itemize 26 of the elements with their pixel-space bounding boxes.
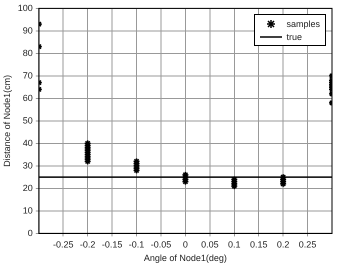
y-tick-label: 50 [22,115,33,126]
x-tick-label: -0.2 [80,239,96,250]
y-tick-label: 10 [22,205,33,216]
y-tick-label: 100 [18,2,33,13]
y-tick-label: 60 [22,92,33,103]
x-tick-label: 0 [182,239,188,250]
legend-label: true [286,32,302,42]
x-tick-label: 0.05 [201,239,219,250]
x-tick-label: -0.15 [102,239,122,250]
y-tick-label: 20 [22,182,33,193]
y-tick-label: 70 [22,70,33,80]
x-tick-label: 0.2 [276,239,290,250]
legend-label: samples [286,18,320,29]
y-axis-title: Distance of Node1(cm) [2,74,12,167]
y-tick-label: 80 [22,48,33,58]
x-tick-label: 0.25 [298,239,316,250]
x-tick-label: 0.1 [228,239,241,250]
x-tick-label: -0.25 [52,239,74,250]
y-tick-label: 40 [22,138,33,148]
y-tick-label: 30 [22,160,33,170]
y-tick-label: 90 [22,25,33,36]
x-tick-label: -0.1 [128,239,144,250]
y-tick-label: 0 [28,228,33,238]
x-tick-label: 0.15 [250,239,268,250]
x-axis-title: Angle of Node1(deg) [144,253,227,264]
x-tick-label: -0.05 [150,239,172,250]
